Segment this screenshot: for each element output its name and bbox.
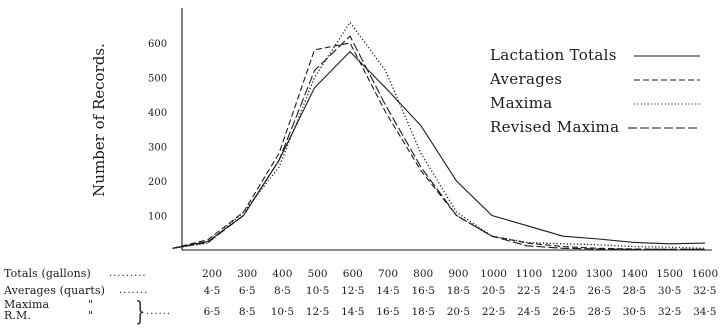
x-tick-averages-7: 18·5 bbox=[447, 285, 470, 297]
x-tick-averages-13: 30·5 bbox=[658, 285, 681, 297]
x-tick-averages-8: 20·5 bbox=[482, 285, 505, 297]
leader-dots-maxima: ...... bbox=[146, 306, 171, 317]
x-tick-totals-8: 1000 bbox=[480, 268, 507, 280]
y-tick-labels: 100 200 300 400 500 600 bbox=[148, 39, 167, 223]
x-tick-totals-9: 1100 bbox=[515, 268, 542, 280]
x-tick-averages-12: 28·5 bbox=[623, 285, 646, 297]
x-tick-rows: 200 300 400 500 600 700 800 900 1000 1100 1200 1300… bbox=[202, 268, 718, 318]
x-tick-maxima-6: 18·5 bbox=[412, 306, 435, 318]
y-tick-label-500: 500 bbox=[148, 74, 167, 85]
x-tick-totals-7: 900 bbox=[448, 268, 468, 280]
y-tick-label-100: 100 bbox=[148, 212, 167, 223]
x-tick-maxima-12: 30·5 bbox=[623, 306, 646, 318]
y-tick-label-600: 600 bbox=[148, 39, 167, 50]
axes bbox=[182, 8, 712, 250]
x-tick-maxima-4: 14·5 bbox=[341, 306, 364, 318]
series-group bbox=[173, 22, 706, 249]
x-tick-averages-6: 16·5 bbox=[412, 285, 435, 297]
legend: Lactation Totals Averages Maxima Revised Ma… bbox=[489, 46, 700, 136]
leader-dots-totals: ......... bbox=[109, 268, 147, 279]
row-label-averages-text: Averages (quarts) bbox=[4, 284, 105, 297]
y-axis-label: Number of Records. bbox=[90, 43, 108, 197]
x-tick-maxima-10: 26·5 bbox=[552, 306, 575, 318]
series-line-averages bbox=[173, 43, 706, 249]
x-tick-totals-2: 400 bbox=[272, 268, 292, 280]
x-tick-maxima-3: 12·5 bbox=[306, 306, 329, 318]
x-tick-averages-9: 22·5 bbox=[517, 285, 540, 297]
x-tick-maxima-11: 28·5 bbox=[588, 306, 611, 318]
x-tick-maxima-9: 24·5 bbox=[517, 306, 540, 318]
x-tick-averages-10: 24·5 bbox=[552, 285, 575, 297]
x-tick-totals-12: 1400 bbox=[621, 268, 648, 280]
x-tick-totals-1: 300 bbox=[237, 268, 257, 280]
legend-label-averages: Averages bbox=[489, 70, 562, 88]
x-tick-averages-4: 12·5 bbox=[341, 285, 364, 297]
x-tick-averages-14: 32·5 bbox=[693, 285, 716, 297]
x-tick-totals-13: 1500 bbox=[656, 268, 683, 280]
series-line-lactation-totals bbox=[173, 52, 706, 249]
x-tick-maxima-2: 10·5 bbox=[271, 306, 294, 318]
x-tick-maxima-14: 34·5 bbox=[693, 306, 716, 318]
x-tick-totals-10: 1200 bbox=[551, 268, 578, 280]
row-label-totals-text: Totals (gallons) bbox=[4, 267, 91, 280]
y-tick-label-400: 400 bbox=[148, 108, 167, 119]
series-line-revised-maxima bbox=[173, 36, 706, 249]
row-label-averages: Averages (quarts) bbox=[4, 284, 105, 297]
x-tick-totals-6: 800 bbox=[413, 268, 433, 280]
row-label-rm: R.M. bbox=[4, 310, 31, 321]
x-tick-maxima-1: 8·5 bbox=[239, 306, 256, 318]
legend-label-revised-maxima: Revised Maxima bbox=[490, 118, 619, 136]
row-label-totals: Totals (gallons) bbox=[4, 267, 91, 280]
x-tick-averages-2: 8·5 bbox=[274, 285, 291, 297]
x-tick-totals-5: 700 bbox=[378, 268, 398, 280]
x-tick-totals-4: 600 bbox=[343, 268, 363, 280]
series-line-maxima bbox=[173, 22, 706, 248]
x-tick-totals-14: 1600 bbox=[691, 268, 718, 280]
x-tick-averages-0: 4·5 bbox=[204, 285, 221, 297]
x-tick-maxima-13: 32·5 bbox=[658, 306, 681, 318]
x-tick-maxima-8: 22·5 bbox=[482, 306, 505, 318]
ditto-mark-rm: " bbox=[88, 310, 93, 321]
x-tick-maxima-5: 16·5 bbox=[376, 306, 399, 318]
right-brace: } bbox=[135, 299, 145, 325]
row-label-rm-text: R.M. bbox=[4, 309, 31, 322]
x-tick-totals-11: 1300 bbox=[586, 268, 613, 280]
x-tick-averages-5: 14·5 bbox=[376, 285, 399, 297]
legend-label-maxima: Maxima bbox=[490, 94, 553, 112]
x-tick-totals-0: 200 bbox=[202, 268, 222, 280]
x-tick-totals-3: 500 bbox=[308, 268, 328, 280]
legend-label-lactation-totals: Lactation Totals bbox=[490, 46, 617, 64]
ditto-2-text: " bbox=[88, 309, 93, 322]
x-tick-maxima-7: 20·5 bbox=[447, 306, 470, 318]
x-tick-averages-11: 26·5 bbox=[588, 285, 611, 297]
y-tick-label-200: 200 bbox=[148, 177, 167, 188]
x-tick-averages-3: 10·5 bbox=[306, 285, 329, 297]
leader-dots-averages: ....... bbox=[119, 285, 148, 296]
y-tick-label-300: 300 bbox=[148, 143, 167, 154]
x-tick-averages-1: 6·5 bbox=[239, 285, 256, 297]
x-tick-maxima-0: 6·5 bbox=[204, 306, 221, 318]
